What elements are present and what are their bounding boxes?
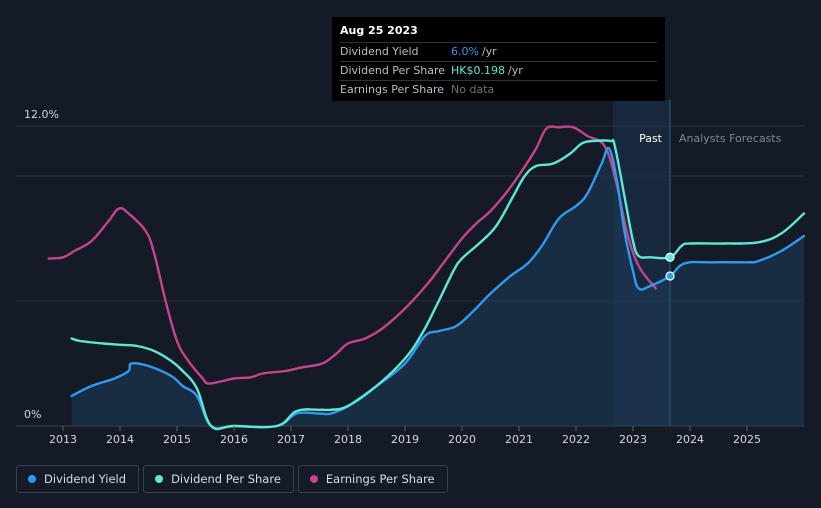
legend-item-dividend-yield[interactable]: Dividend Yield [16, 465, 140, 493]
y-tick-label: 0% [24, 408, 41, 421]
dividend-yield-area [71, 147, 805, 429]
x-tick-label: 2020 [448, 433, 476, 446]
legend-dot-icon [309, 475, 318, 483]
marker-point [665, 271, 675, 281]
series-areas [71, 147, 805, 429]
tooltip-unit: /yr [507, 64, 523, 77]
x-tick-label: 2019 [391, 433, 419, 446]
tooltip-label: Dividend Per Share [340, 64, 446, 77]
series-line-dividend-yield [70, 146, 806, 430]
x-tick-label: 2015 [163, 433, 191, 446]
x-tick-label: 2017 [277, 433, 305, 446]
tooltip: Aug 25 2023 Dividend Yield 6.0% /yr Divi… [332, 17, 665, 101]
tooltip-row-dividend-yield: Dividend Yield 6.0% /yr [340, 42, 657, 61]
x-tick-label: 2022 [562, 433, 590, 446]
series-line-dividend-per-share [70, 138, 806, 431]
tooltip-value: HK$0.198 [451, 64, 505, 77]
legend-label: Dividend Yield [44, 472, 127, 486]
tooltip-label: Earnings Per Share [340, 83, 445, 96]
legend-item-earnings-per-share[interactable]: Earnings Per Share [297, 465, 448, 493]
x-tick-label: 2013 [49, 433, 77, 446]
tooltip-label: Dividend Yield [340, 45, 419, 58]
x-tick-label: 2018 [334, 433, 362, 446]
tooltip-date: Aug 25 2023 [340, 24, 418, 37]
x-tick-label: 2016 [220, 433, 248, 446]
legend: Dividend Yield Dividend Per Share Earnin… [16, 465, 448, 493]
x-tick-label: 2023 [619, 433, 647, 446]
tooltip-row-dividend-per-share: Dividend Per Share HK$0.198 /yr [340, 61, 657, 80]
y-tick-label: 12.0% [24, 108, 59, 121]
marker-point [665, 252, 675, 262]
x-axis-ticks: 2013 2014 2015 2016 2017 2018 2019 2020 2021 2022… [49, 426, 761, 446]
legend-dot-icon [28, 475, 36, 483]
tooltip-unit: /yr [481, 45, 497, 58]
tooltip-value: 6.0% [451, 45, 479, 58]
past-label: Past [639, 132, 663, 145]
x-tick-label: 2021 [505, 433, 533, 446]
legend-label: Dividend Per Share [171, 472, 281, 486]
y-axis-ticks: 12.0% 0% [24, 108, 59, 421]
legend-item-dividend-per-share[interactable]: Dividend Per Share [143, 465, 294, 493]
series-line-earnings-per-share [47, 125, 657, 385]
series-lines [47, 125, 806, 431]
hover-markers [665, 252, 675, 281]
x-tick-label: 2025 [733, 433, 761, 446]
x-tick-label: 2014 [106, 433, 134, 446]
legend-label: Earnings Per Share [325, 472, 435, 486]
tooltip-row-earnings-per-share: Earnings Per Share No data [340, 80, 657, 99]
legend-dot-icon [155, 475, 164, 483]
x-tick-label: 2024 [676, 433, 704, 446]
tooltip-value: No data [451, 83, 495, 96]
forecast-label: Analysts Forecasts [679, 132, 782, 145]
